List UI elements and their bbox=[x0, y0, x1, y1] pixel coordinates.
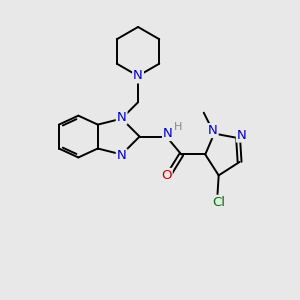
Text: N: N bbox=[117, 111, 127, 124]
Text: N: N bbox=[237, 129, 247, 142]
Text: Cl: Cl bbox=[212, 196, 225, 209]
Text: N: N bbox=[163, 127, 173, 140]
Text: N: N bbox=[117, 149, 127, 163]
Text: O: O bbox=[161, 169, 172, 182]
Text: H: H bbox=[174, 122, 182, 132]
Text: N: N bbox=[133, 69, 143, 82]
Text: N: N bbox=[208, 124, 218, 137]
